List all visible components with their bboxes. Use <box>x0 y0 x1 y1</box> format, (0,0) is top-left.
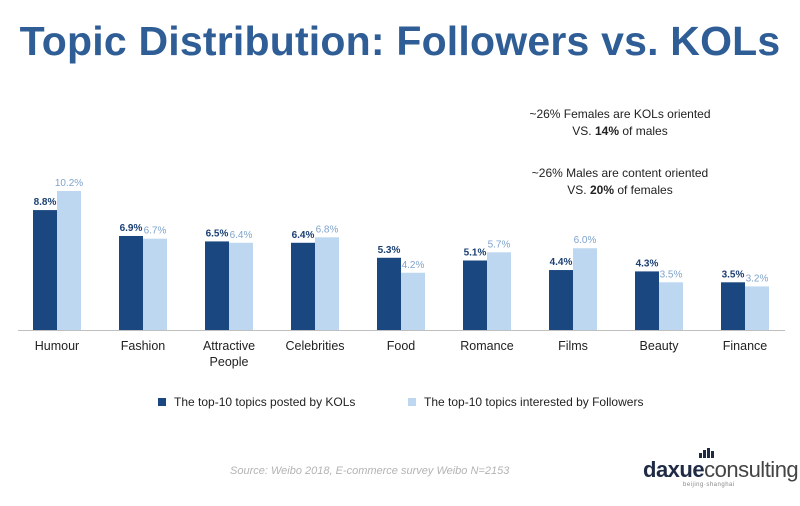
bar-kols-1 <box>119 235 143 330</box>
value-label-kols-6: 4.4% <box>550 257 573 268</box>
bar-followers-6 <box>573 248 597 330</box>
value-label-kols-0: 8.8% <box>34 197 57 208</box>
category-label-4: Food <box>387 339 416 353</box>
bar-kols-0 <box>33 210 57 330</box>
category-label-6: Films <box>558 339 588 353</box>
bar-kols-6 <box>549 270 573 330</box>
bar-kols-3 <box>291 242 315 330</box>
category-label-7: Beauty <box>640 339 680 353</box>
value-label-kols-3: 6.4% <box>292 230 315 241</box>
bar-followers-7 <box>659 282 683 330</box>
page-title: Topic Distribution: Followers vs. KOLs <box>19 18 781 64</box>
value-label-followers-8: 3.2% <box>746 273 769 284</box>
logo-text-daxue: daxue <box>643 457 705 482</box>
bar-followers-1 <box>143 238 167 330</box>
value-label-kols-4: 5.3% <box>378 245 401 256</box>
annotation-males-line2: VS. 20% of females <box>567 183 673 197</box>
legend-swatch-kols <box>158 398 166 406</box>
bar-followers-4 <box>401 272 425 330</box>
daxue-consulting-logo: daxueconsulting beijing·shanghai <box>643 448 799 493</box>
value-label-followers-2: 6.4% <box>230 230 253 241</box>
value-label-followers-4: 4.2% <box>402 260 425 271</box>
bar-followers-0 <box>57 191 81 330</box>
annotation-females-line1: ~26% Females are KOLs oriented <box>529 107 711 121</box>
category-label-2: Attractive People <box>203 339 255 369</box>
bar-followers-3 <box>315 237 339 330</box>
annotation-males-line1: ~26% Males are content oriented <box>531 166 709 180</box>
legend-item-followers: The top-10 topics interested by Follower… <box>408 395 643 409</box>
bar-kols-7 <box>635 271 659 330</box>
bar-followers-2 <box>229 242 253 330</box>
legend-label-kols: The top-10 topics posted by KOLs <box>174 395 356 409</box>
value-label-followers-0: 10.2% <box>55 178 83 189</box>
bar-followers-8 <box>745 286 769 330</box>
category-label-8: Finance <box>723 339 768 353</box>
legend-label-followers: The top-10 topics interested by Follower… <box>424 395 644 409</box>
legend-swatch-followers <box>408 398 416 406</box>
value-label-followers-3: 6.8% <box>316 224 339 235</box>
bar-kols-8 <box>721 282 745 330</box>
category-label-3: Celebrities <box>285 339 344 353</box>
value-label-kols-7: 4.3% <box>636 258 659 269</box>
value-label-followers-7: 3.5% <box>660 269 683 280</box>
value-label-followers-1: 6.7% <box>144 226 167 237</box>
value-label-kols-8: 3.5% <box>722 269 745 280</box>
bar-followers-5 <box>487 252 511 330</box>
logo-subtitle: beijing·shanghai <box>683 482 735 488</box>
value-label-kols-2: 6.5% <box>206 228 229 239</box>
logo-text-consulting: consulting <box>704 457 799 482</box>
legend-item-kols: The top-10 topics posted by KOLs <box>158 395 355 409</box>
value-label-followers-5: 5.7% <box>488 239 511 250</box>
value-label-kols-5: 5.1% <box>464 248 487 259</box>
value-label-kols-1: 6.9% <box>120 223 143 234</box>
bar-kols-4 <box>377 257 401 330</box>
category-label-0: Humour <box>35 339 79 353</box>
category-label-1: Fashion <box>121 339 166 353</box>
annotation-males: ~26% Males are content oriented VS. 20% … <box>505 165 735 199</box>
annotation-females: ~26% Females are KOLs oriented VS. 14% o… <box>505 106 735 140</box>
bar-kols-2 <box>205 241 229 330</box>
logo-bars-icon <box>699 448 715 458</box>
value-label-followers-6: 6.0% <box>574 235 597 246</box>
annotation-females-line2: VS. 14% of males <box>572 124 668 138</box>
bar-kols-5 <box>463 260 487 330</box>
category-label-5: Romance <box>460 339 514 353</box>
source-note: Source: Weibo 2018, E-commerce survey We… <box>230 465 510 477</box>
